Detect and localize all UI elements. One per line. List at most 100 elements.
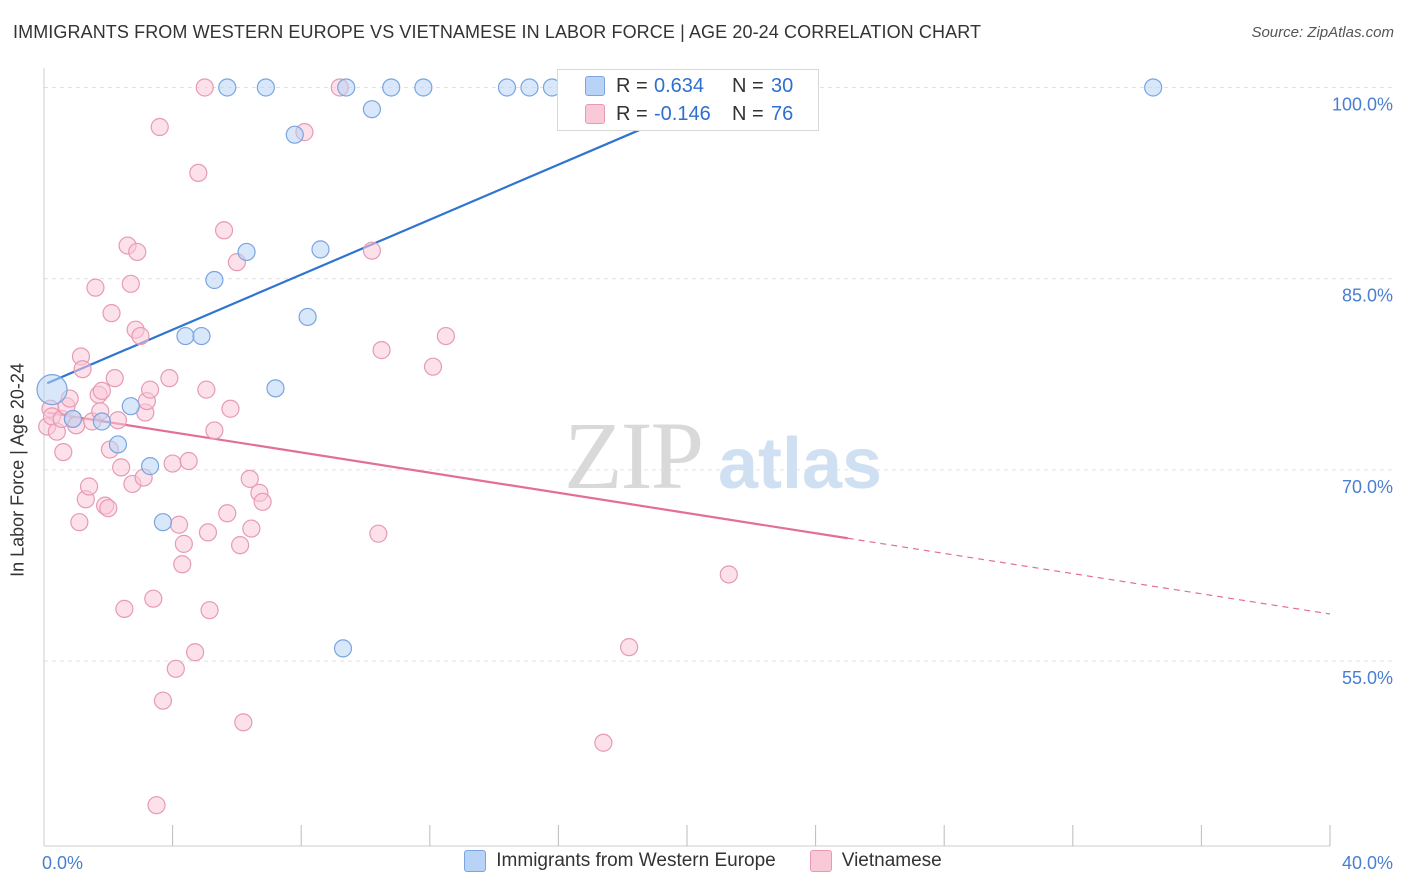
point-vietnamese bbox=[231, 536, 250, 555]
point-vietnamese bbox=[121, 274, 140, 293]
point-vietnamese bbox=[620, 638, 639, 657]
legend-label: Vietnamese bbox=[841, 850, 942, 871]
point-vietnamese bbox=[719, 565, 738, 584]
trend-line-vietnamese bbox=[47, 411, 848, 540]
y-tick-label: 100.0% bbox=[1332, 94, 1393, 114]
trend-line-western-europe bbox=[46, 83, 746, 385]
point-vietnamese bbox=[205, 421, 224, 440]
stats-r-value: -0.146 bbox=[654, 102, 711, 125]
legend-item-western-europe[interactable]: Immigrants from Western Europe bbox=[464, 850, 776, 872]
point-vietnamese bbox=[144, 589, 163, 608]
point-western-europe bbox=[298, 307, 317, 327]
data-points bbox=[36, 78, 1163, 815]
stats-swatch-blue bbox=[585, 76, 605, 96]
point-vietnamese bbox=[253, 492, 272, 511]
legend-label: Immigrants from Western Europe bbox=[496, 850, 776, 871]
stats-swatch-pink bbox=[585, 104, 605, 124]
point-vietnamese bbox=[200, 601, 219, 620]
point-vietnamese bbox=[369, 524, 388, 543]
source-label: Source: ZipAtlas.com bbox=[1251, 24, 1394, 41]
trend-line-vietnamese-extension bbox=[847, 537, 1331, 615]
tick-labels: 55.0% 70.0% 85.0% 100.0% 0.0% 40.0% bbox=[42, 94, 1393, 873]
point-western-europe bbox=[266, 379, 285, 398]
watermark: ZIP atlas bbox=[564, 402, 882, 509]
point-vietnamese bbox=[234, 713, 253, 732]
point-western-europe bbox=[311, 240, 330, 259]
stats-r-label: R = bbox=[616, 102, 648, 125]
point-vietnamese bbox=[79, 477, 99, 496]
point-vietnamese bbox=[186, 643, 205, 662]
stats-box: R = 0.634 N = 30 R = -0.146 N = 76 bbox=[557, 69, 819, 131]
point-western-europe bbox=[256, 78, 275, 97]
point-western-europe bbox=[497, 78, 517, 97]
point-vietnamese bbox=[128, 242, 147, 262]
point-vietnamese bbox=[214, 221, 234, 240]
point-vietnamese bbox=[105, 369, 124, 388]
point-vietnamese bbox=[189, 163, 208, 183]
stats-r-value: 0.634 bbox=[654, 74, 705, 97]
stats-n-value: 30 bbox=[771, 74, 794, 97]
point-western-europe bbox=[36, 374, 68, 406]
point-vietnamese bbox=[166, 659, 185, 678]
point-vietnamese bbox=[160, 369, 179, 388]
point-western-europe bbox=[192, 326, 211, 346]
watermark-atlas: atlas bbox=[718, 424, 882, 504]
trend-lines bbox=[46, 83, 1331, 615]
point-western-europe bbox=[237, 242, 256, 262]
point-western-europe bbox=[414, 78, 433, 97]
grid-lines bbox=[44, 86, 1395, 662]
point-vietnamese bbox=[73, 360, 92, 379]
point-vietnamese bbox=[173, 555, 192, 574]
y-tick-label: 85.0% bbox=[1342, 286, 1393, 306]
point-western-europe bbox=[108, 435, 128, 454]
x-tick-label: 40.0% bbox=[1342, 853, 1393, 873]
point-western-europe bbox=[176, 326, 195, 346]
point-western-europe bbox=[285, 125, 304, 144]
point-vietnamese bbox=[221, 399, 240, 418]
stats-n-label: N = bbox=[732, 74, 764, 97]
point-vietnamese bbox=[163, 454, 182, 473]
chart-title: IMMIGRANTS FROM WESTERN EUROPE VS VIETNA… bbox=[13, 22, 982, 42]
point-vietnamese bbox=[169, 515, 189, 534]
point-vietnamese bbox=[594, 733, 613, 752]
point-western-europe bbox=[520, 78, 539, 97]
point-vietnamese bbox=[150, 117, 169, 137]
stats-r-label: R = bbox=[616, 74, 648, 97]
point-western-europe bbox=[92, 412, 111, 431]
legend: Immigrants from Western Europe Vietnames… bbox=[0, 850, 1406, 872]
point-western-europe bbox=[218, 78, 237, 97]
point-vietnamese bbox=[54, 442, 73, 462]
point-vietnamese bbox=[436, 326, 455, 346]
point-vietnamese bbox=[102, 304, 121, 323]
stats-n-label: N = bbox=[732, 102, 764, 125]
point-vietnamese bbox=[198, 523, 218, 542]
y-tick-label: 55.0% bbox=[1342, 668, 1393, 688]
point-vietnamese bbox=[86, 278, 105, 297]
stats-n-value: 76 bbox=[771, 102, 794, 125]
point-vietnamese bbox=[99, 499, 118, 518]
point-vietnamese bbox=[70, 513, 89, 532]
point-vietnamese bbox=[147, 796, 166, 815]
point-vietnamese bbox=[218, 504, 237, 523]
point-western-europe bbox=[153, 513, 173, 532]
point-vietnamese bbox=[240, 469, 259, 488]
point-vietnamese bbox=[108, 411, 128, 430]
point-vietnamese bbox=[372, 341, 391, 360]
point-vietnamese bbox=[362, 241, 382, 260]
point-vietnamese bbox=[140, 380, 160, 399]
y-tick-label: 70.0% bbox=[1342, 477, 1393, 497]
point-western-europe bbox=[333, 639, 353, 658]
point-vietnamese bbox=[179, 451, 198, 471]
point-vietnamese bbox=[92, 381, 111, 400]
point-western-europe bbox=[205, 270, 224, 290]
legend-item-vietnamese[interactable]: Vietnamese bbox=[809, 850, 942, 872]
watermark-zip: ZIP bbox=[564, 402, 702, 509]
point-vietnamese bbox=[112, 458, 131, 477]
legend-swatch-pink bbox=[809, 850, 832, 872]
y-axis-label: In Labor Force | Age 20-24 bbox=[7, 363, 28, 577]
legend-swatch-blue bbox=[464, 850, 487, 872]
point-vietnamese bbox=[115, 599, 134, 618]
point-vietnamese bbox=[423, 357, 443, 376]
point-western-europe bbox=[362, 100, 382, 119]
